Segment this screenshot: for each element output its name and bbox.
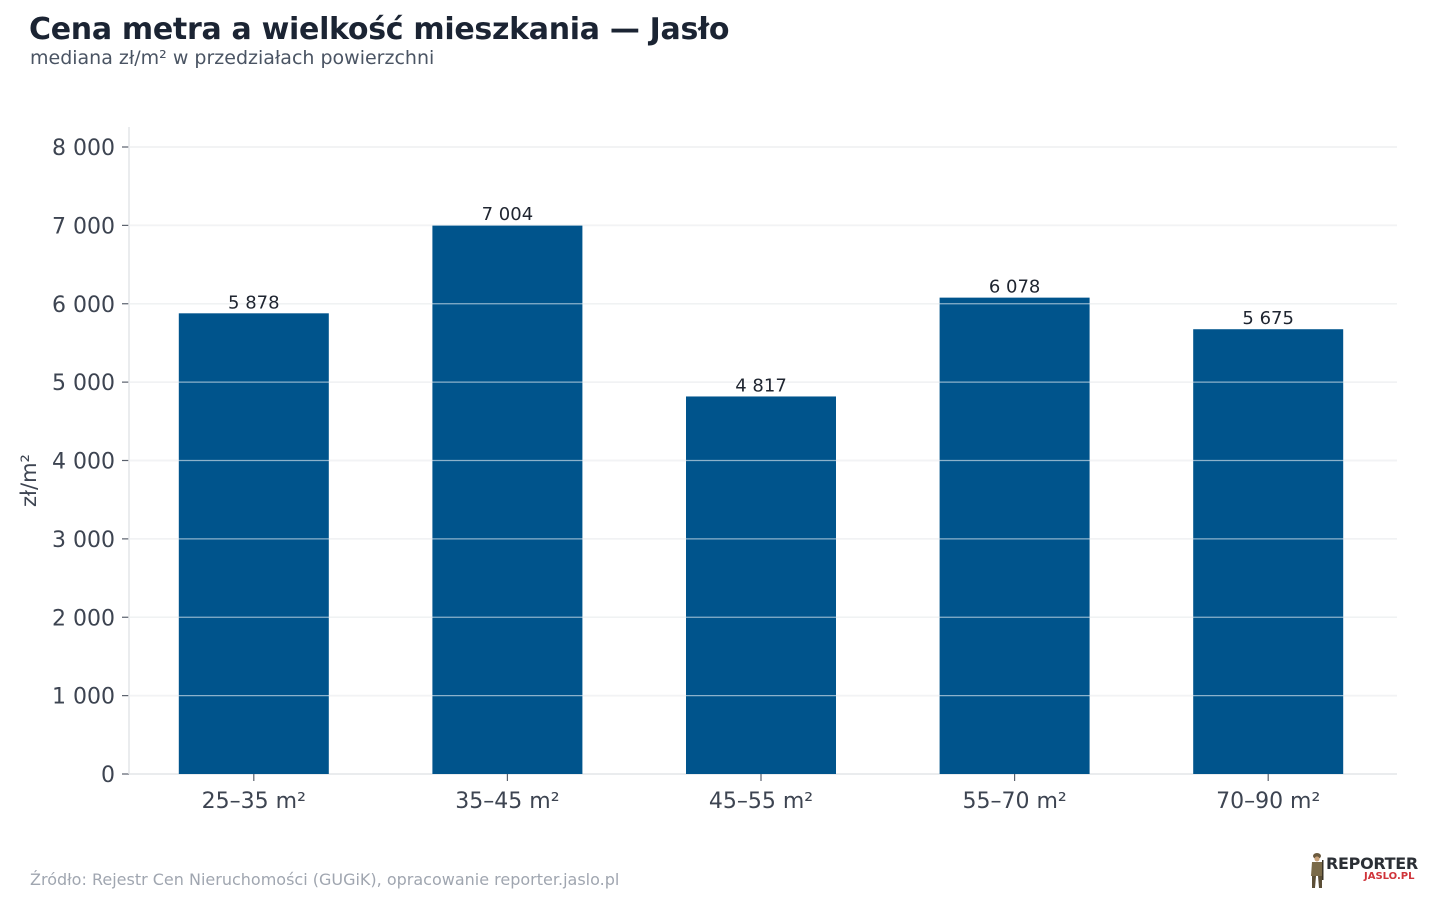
y-tick-label: 1 000 (52, 685, 115, 710)
y-tick-label: 6 000 (52, 293, 115, 318)
bars (178, 225, 1344, 774)
source-note: Źródło: Rejestr Cen Nieruchomości (GUGiK… (30, 870, 620, 889)
bar-value-label: 6 078 (989, 277, 1041, 298)
brand-logo[interactable]: REPORTER JASLO.PL (1306, 848, 1418, 890)
grid-lines-over-bars (129, 146, 1397, 697)
x-tick-label: 35–45 m² (455, 789, 559, 814)
x-tick-label: 70–90 m² (1216, 789, 1320, 814)
bar (432, 225, 583, 774)
bar-value-label: 4 817 (735, 375, 787, 396)
chart-subtitle: mediana zł/m² w przedziałach powierzchni (30, 47, 435, 69)
y-tick-label: 5 000 (52, 371, 115, 396)
bar-value-label: 5 675 (1242, 308, 1294, 329)
bar (178, 313, 329, 774)
bar (1193, 329, 1344, 774)
bar-value-label: 5 878 (228, 292, 280, 313)
x-tick-label: 45–55 m² (709, 789, 813, 814)
bar-value-label: 7 004 (482, 204, 534, 225)
y-tick-label: 7 000 (52, 214, 115, 239)
bar-chart: 5 878 7 004 4 817 6 078 5 675 0 1 000 2 000 3 0… (17, 127, 1397, 814)
y-tick-label: 8 000 (52, 136, 115, 161)
logo-text-bottom: JASLO.PL (1364, 871, 1415, 882)
chart-title: Cena metra a wielkość mieszkania — Jasło (29, 12, 730, 47)
bar (939, 297, 1090, 774)
soldier-figure-icon (1311, 853, 1324, 888)
tick-labels: 0 1 000 2 000 3 000 4 000 5 000 6 000 7 000 8 00… (52, 136, 1320, 814)
y-tick-label: 0 (101, 763, 115, 788)
bar (686, 396, 836, 774)
y-tick-label: 2 000 (52, 606, 115, 631)
logo-text-top: REPORTER (1326, 854, 1418, 873)
x-tick-label: 55–70 m² (962, 789, 1066, 814)
value-labels: 5 878 7 004 4 817 6 078 5 675 (228, 204, 1294, 396)
y-tick-label: 3 000 (52, 528, 115, 553)
y-tick-label: 4 000 (52, 450, 115, 475)
x-tick-label: 25–35 m² (202, 789, 306, 814)
y-axis-label: zł/m² (17, 454, 41, 507)
